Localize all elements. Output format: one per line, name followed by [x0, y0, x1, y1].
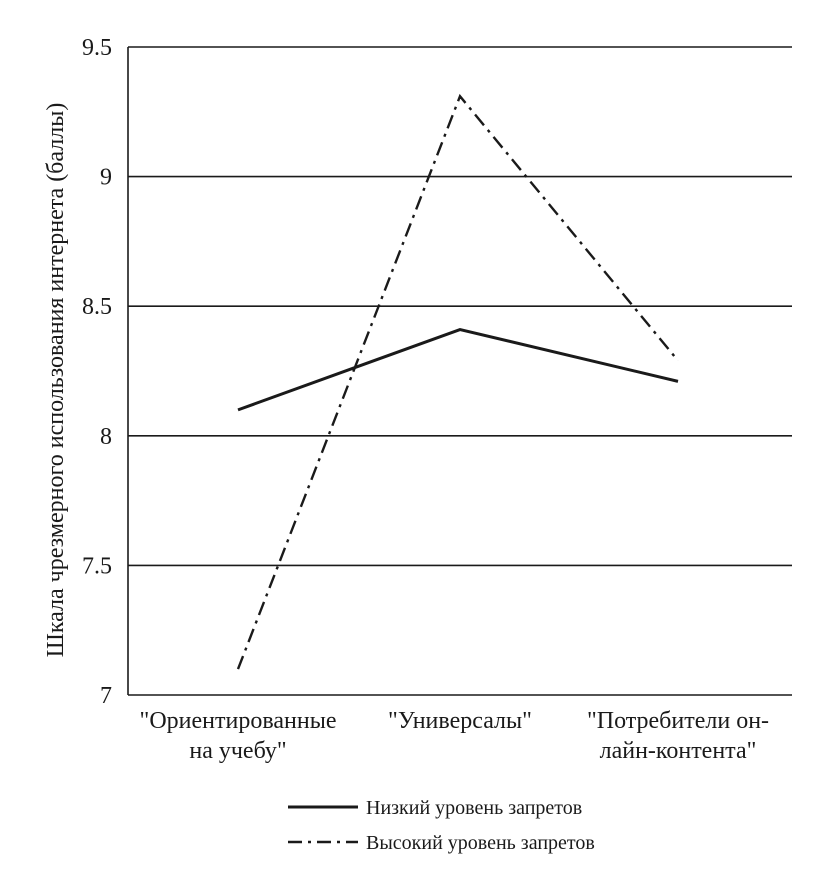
y-tick-label-2: 8: [100, 424, 112, 450]
legend-label-1: Высокий уровень запретов: [366, 832, 595, 854]
y-axis-title: Шкала чрезмерного использования интернет…: [43, 103, 69, 658]
y-tick-label-3: 8.5: [82, 294, 112, 320]
x-category-label-0-0: "Ориентированные: [140, 708, 337, 734]
y-tick-label-4: 9: [100, 165, 112, 191]
legend: Низкий уровень запретов Высокий уровень з…: [288, 797, 595, 854]
x-category-label-2-0: "Потребители он-: [587, 708, 769, 734]
legend-label-0: Низкий уровень запретов: [366, 797, 582, 819]
gridlines: [127, 46, 792, 696]
y-tick-label-0: 7: [100, 683, 112, 709]
y-tick-labels: 7 7.5 8 8.5 9 9.5: [82, 35, 112, 709]
series-line-0: [237, 327, 679, 412]
x-category-label-0-1: на учебу": [189, 738, 286, 764]
x-category-labels: "Ориентированные на учебу" "Универсалы" "По…: [140, 708, 770, 764]
series-lines: [236, 93, 679, 670]
y-tick-label-1: 7.5: [82, 553, 112, 579]
x-category-label-2-1: лайн-контента": [600, 738, 757, 764]
series-line-1: [236, 93, 679, 670]
y-tick-label-5: 9.5: [82, 35, 112, 61]
x-category-label-1-0: "Универсалы": [388, 708, 532, 734]
